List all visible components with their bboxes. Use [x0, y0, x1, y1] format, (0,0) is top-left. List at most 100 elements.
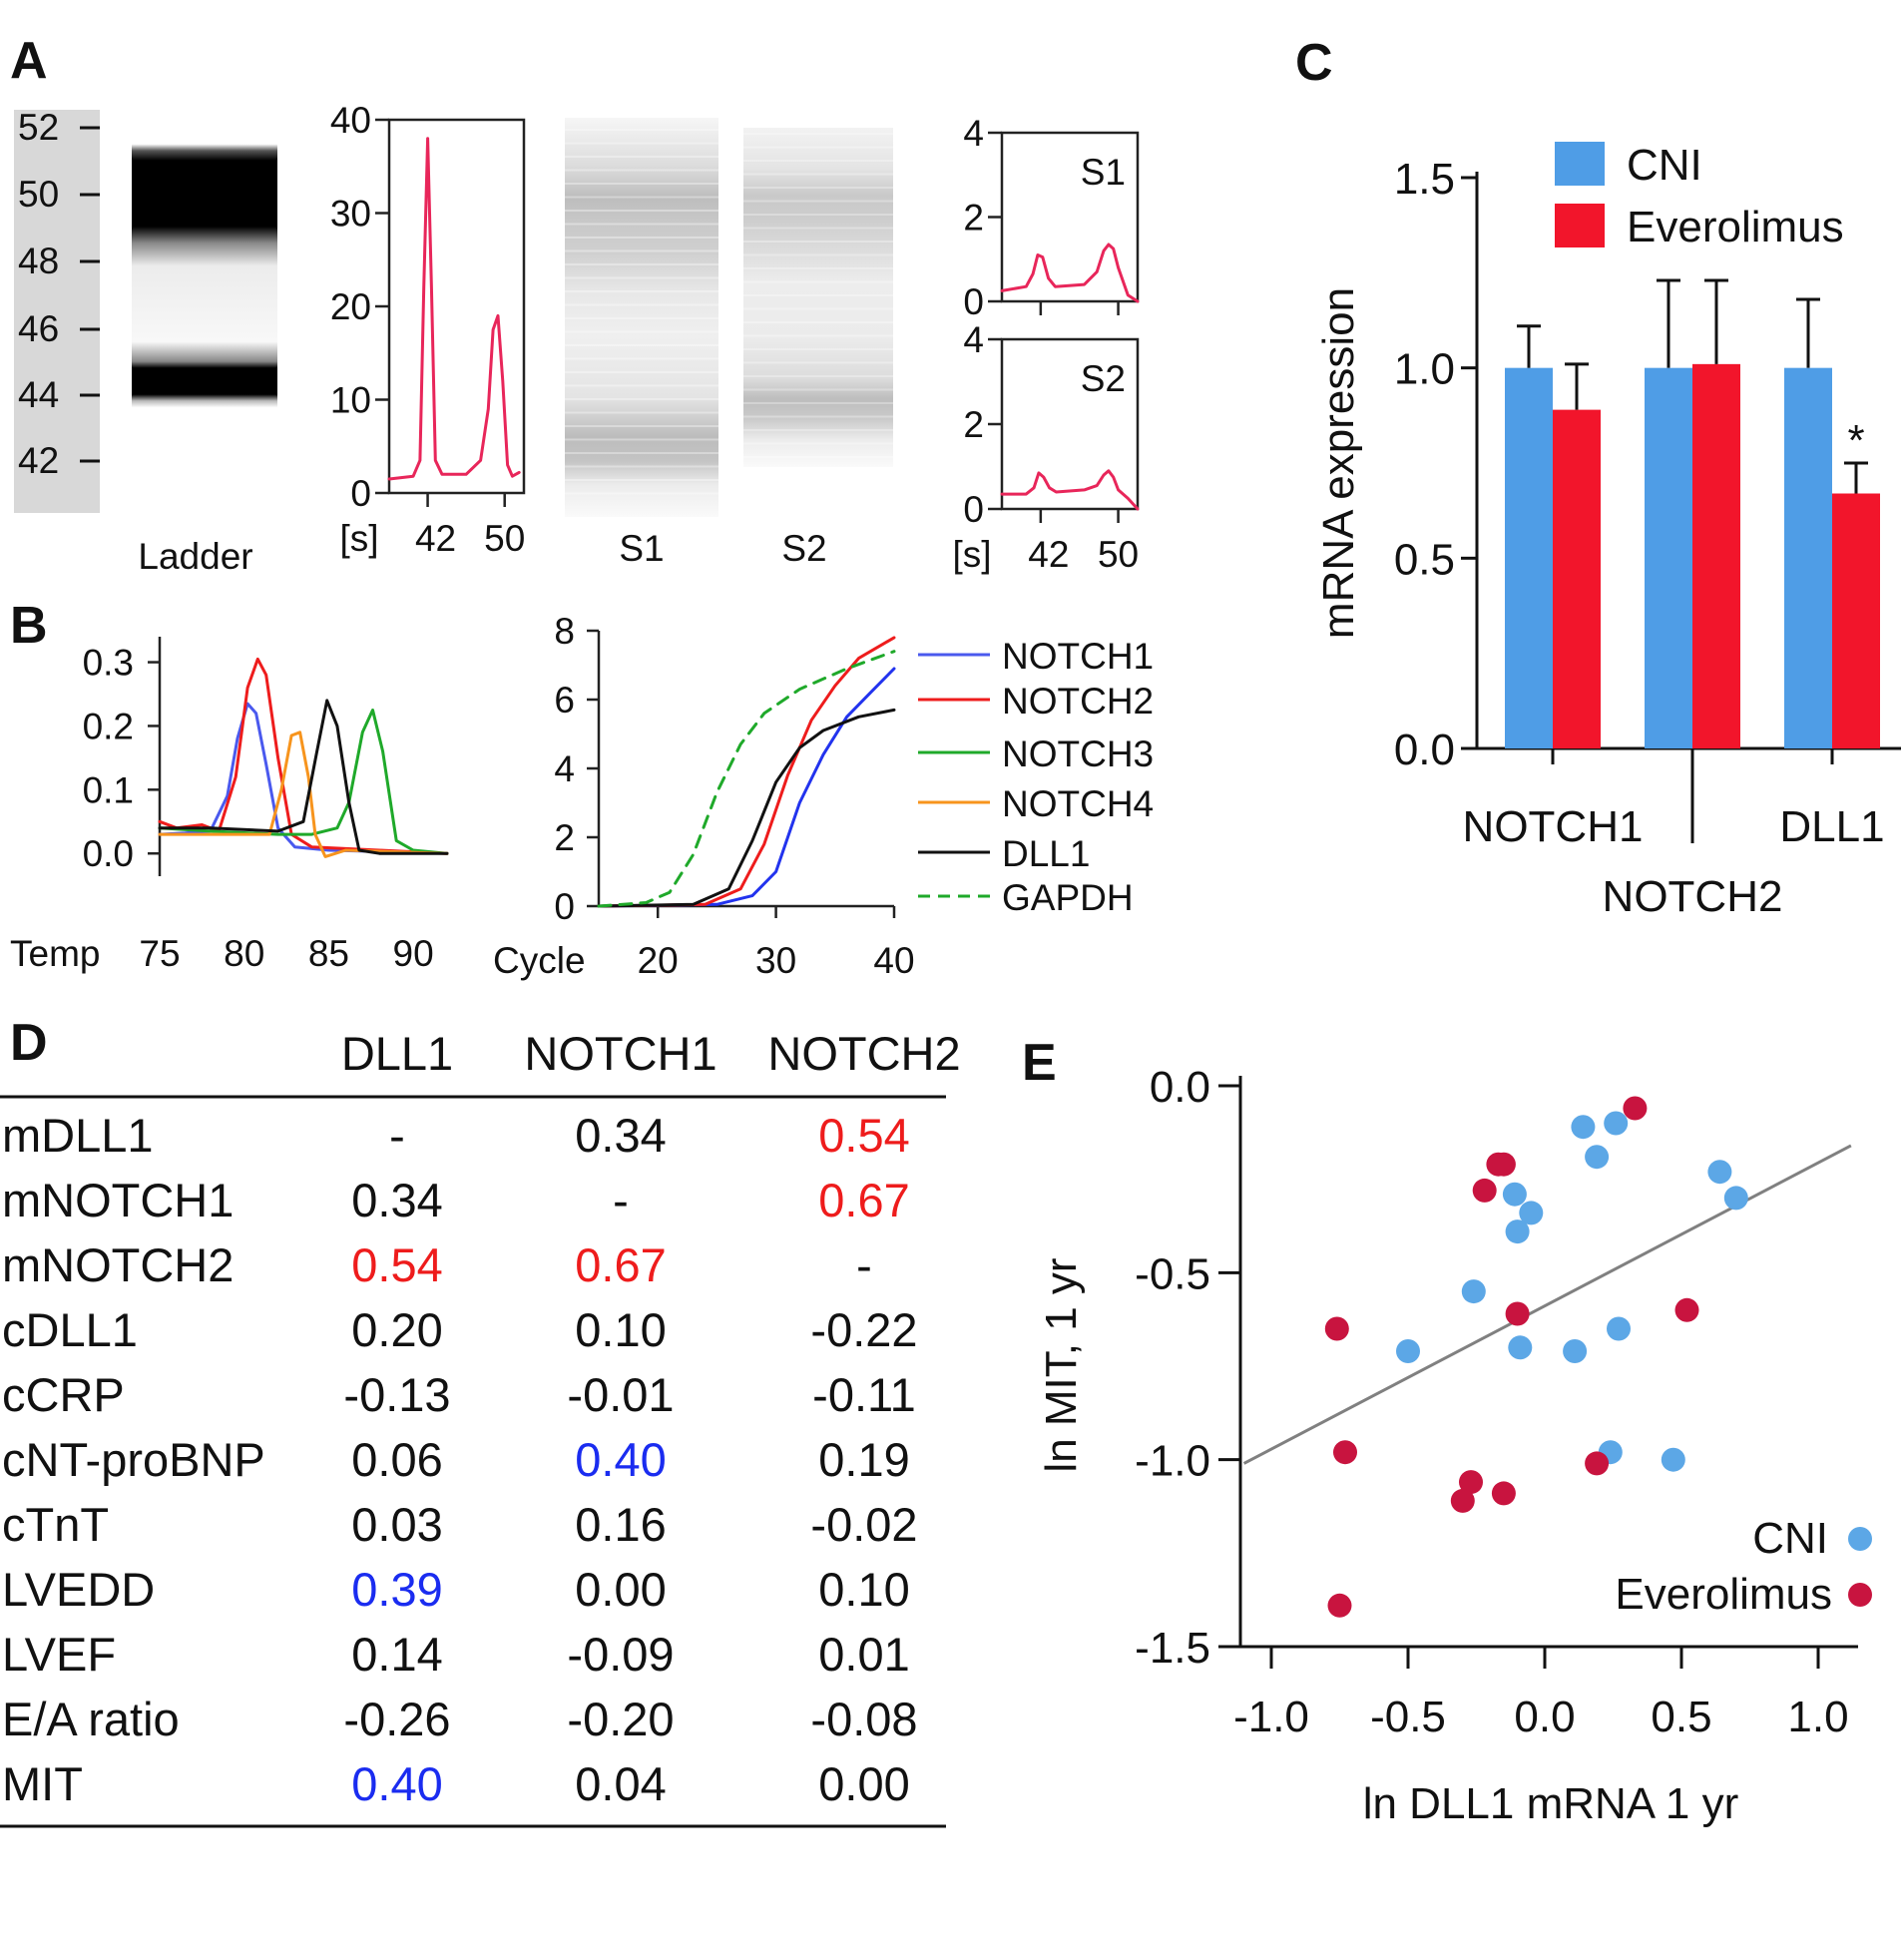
- table-cell: -0.11: [812, 1368, 916, 1421]
- x-tick-label: -0.5: [1370, 1693, 1446, 1741]
- panel-a-letter: A: [10, 32, 48, 90]
- scatter-point-everolimus: [1472, 1178, 1497, 1203]
- scatter-point-cni: [1502, 1182, 1527, 1207]
- scatter-point-everolimus: [1450, 1488, 1475, 1513]
- y-tick-label: 6: [554, 680, 575, 721]
- scatter-point-cni: [1519, 1201, 1544, 1225]
- legend-label-notch1: NOTCH1: [1002, 636, 1154, 677]
- gel-lane-s2: [743, 128, 893, 467]
- amplification-plot: 0 2 4 6 8 20 30 40 Cycle: [493, 611, 915, 981]
- y-tick-label: 0.1: [83, 769, 134, 810]
- panel-c: C 0.0 0.5 1.0 1.5 mRNA expression NOTCH1 NOTCH…: [1295, 34, 1901, 921]
- table-cell: 0.40: [575, 1433, 666, 1486]
- y-tick-label: -1.5: [1135, 1624, 1210, 1673]
- electropherogram-trace: [1000, 243, 1140, 303]
- plot-frame: [387, 118, 526, 495]
- y-tick-label: 1.0: [1394, 345, 1455, 394]
- x-tick-label: 0.5: [1651, 1693, 1711, 1741]
- scatter-point-everolimus: [1327, 1593, 1352, 1618]
- y-tick-label: 4: [554, 748, 575, 789]
- x-tick-label: 42: [1028, 534, 1069, 575]
- scatter-point-cni: [1707, 1160, 1732, 1185]
- x-unit-label: [s]: [952, 534, 991, 575]
- table-cell: 0.16: [575, 1498, 666, 1551]
- panel-e: E 0.0 -0.5 -1.0 -1.5 -1.0 -0.5 0.0 0.5 1.0 ln DLL…: [1022, 1034, 1872, 1828]
- table-cell: -0.22: [810, 1303, 917, 1356]
- table-cell: -0.26: [343, 1693, 450, 1745]
- panel-b-letter: B: [10, 597, 48, 655]
- legend-swatch-everolimus: [1555, 204, 1605, 247]
- table-cell: -0.20: [567, 1693, 674, 1745]
- scatter-point-cni: [1661, 1447, 1685, 1472]
- gel-lane-label-s1: S1: [619, 528, 664, 569]
- ladder-size-scale: [14, 110, 100, 513]
- gel-lane-ladder: [132, 118, 277, 447]
- table-column-header: NOTCH2: [767, 1027, 960, 1080]
- scatter-point-cni: [1505, 1219, 1530, 1244]
- scatter-point-everolimus: [1585, 1451, 1610, 1476]
- table-cell: 0.40: [351, 1757, 442, 1810]
- table-row-label: mDLL1: [2, 1109, 154, 1162]
- ladder-electropherogram: 0 10 20 30 40 42 50 [s]: [330, 100, 525, 559]
- table-cell: -: [613, 1174, 629, 1226]
- scatter-point-everolimus: [1674, 1297, 1699, 1322]
- ladder-size-label: 46: [18, 308, 59, 349]
- x-axis-label: Temp: [10, 933, 100, 974]
- y-tick-label: 0.0: [1394, 726, 1455, 774]
- legend-label-notch3: NOTCH3: [1002, 733, 1154, 774]
- legend-label-dll1: DLL1: [1002, 833, 1090, 874]
- x-category-label: DLL1: [1779, 802, 1884, 851]
- table-cell: -: [856, 1238, 872, 1291]
- legend-label-everolimus: Everolimus: [1615, 1570, 1832, 1619]
- x-tick-label: 50: [484, 518, 525, 559]
- scatter-point-cni: [1607, 1316, 1631, 1341]
- y-tick-label: 40: [330, 100, 371, 141]
- legend-marker-everolimus: [1848, 1583, 1872, 1607]
- y-tick-label: 0.2: [83, 706, 134, 746]
- table-row-label: cTnT: [2, 1498, 109, 1551]
- legend-marker-cni: [1848, 1527, 1872, 1551]
- table-row-label: cNT-proBNP: [2, 1433, 265, 1486]
- y-tick-label: -0.5: [1135, 1249, 1210, 1298]
- scatter-point-everolimus: [1491, 1481, 1516, 1506]
- y-tick-label: 10: [330, 380, 371, 421]
- table-cell: 0.54: [818, 1109, 909, 1162]
- scatter-point-cni: [1461, 1279, 1486, 1304]
- scatter-point-cni: [1585, 1145, 1610, 1170]
- table-cell: 0.03: [351, 1498, 442, 1551]
- x-axis-label: Cycle: [493, 940, 586, 981]
- inset-label: S2: [1081, 358, 1126, 399]
- ladder-size-label: 48: [18, 241, 59, 281]
- scatter-point-cni: [1604, 1111, 1629, 1136]
- table-cell: 0.06: [351, 1433, 442, 1486]
- melt-curve-notch3: [158, 709, 449, 855]
- scatter-point-cni: [1508, 1335, 1533, 1360]
- table-row-label: LVEF: [2, 1628, 116, 1681]
- scatter-point-everolimus: [1623, 1096, 1648, 1121]
- x-tick-label: 80: [224, 933, 264, 974]
- legend-label-notch2: NOTCH2: [1002, 681, 1154, 722]
- table-cell: 0.34: [575, 1109, 666, 1162]
- y-tick-label: 0: [554, 886, 575, 927]
- table-column-header: NOTCH1: [524, 1027, 716, 1080]
- scatter-point-cni: [1571, 1115, 1596, 1140]
- y-tick-label: 20: [330, 286, 371, 327]
- y-tick-label: -1.0: [1135, 1437, 1210, 1486]
- x-unit-label: [s]: [339, 518, 378, 559]
- significance-star: *: [1847, 416, 1864, 465]
- ladder-size-labels: 52 50 48 46 44 42: [18, 107, 100, 481]
- x-category-label: NOTCH2: [1603, 872, 1783, 921]
- mrna-expression-bar-chart: 0.0 0.5 1.0 1.5 mRNA expression NOTCH1 NOTCH2 D…: [1314, 141, 1901, 921]
- y-tick-label: 4: [963, 319, 984, 360]
- table-cell: 0.39: [351, 1563, 442, 1616]
- amplification-curve-notch1: [597, 667, 896, 908]
- x-tick-label: 50: [1098, 534, 1139, 575]
- table-row-label: MIT: [2, 1757, 83, 1810]
- y-tick-label: 8: [554, 611, 575, 652]
- amplification-curve-notch2: [597, 636, 896, 908]
- y-tick-label: 0.3: [83, 643, 134, 684]
- legend-label-notch4: NOTCH4: [1002, 783, 1154, 824]
- ladder-size-label: 52: [18, 107, 59, 148]
- panel-d-letter: D: [10, 1014, 48, 1072]
